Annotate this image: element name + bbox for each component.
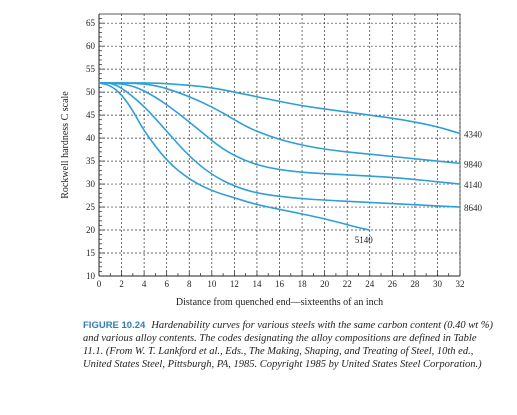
y-tick-label: 65 [86,18,96,28]
series-label-4140: 4140 [464,180,483,190]
y-tick-label: 30 [86,179,96,189]
x-tick-label: 26 [388,279,398,289]
figure-caption: FIGURE 10.24 Hardenability curves for var… [83,319,498,371]
x-tick-label: 12 [230,279,239,289]
y-tick-label: 35 [86,156,96,166]
series-lines [98,82,461,231]
series-line-5140 [98,82,370,231]
series-labels: 4340 9840 4140 8640 5140 [355,130,483,246]
y-tick-label: 60 [86,41,96,51]
y-tick-label: 25 [86,202,96,212]
x-tick-label: 10 [207,279,217,289]
x-tick-label: 16 [275,279,285,289]
x-tick-label: 4 [142,279,147,289]
x-tick-label: 20 [320,279,330,289]
x-tick-label: 8 [187,279,192,289]
x-tick-label: 18 [298,279,308,289]
x-axis-title: Distance from quenched end—sixteenths of… [176,297,383,308]
x-tick-label: 6 [164,279,169,289]
series-label-8640: 8640 [464,203,483,213]
figure-caption-text: Hardenability curves for various steels … [83,320,493,370]
y-tick-label: 15 [86,248,96,258]
axes [98,13,461,277]
x-tick-label: 30 [433,279,443,289]
series-label-5140: 5140 [355,235,374,245]
y-tick-label: 20 [86,225,96,235]
figure-caption-label: FIGURE 10.24 [83,320,146,331]
x-tick-label: 2 [119,279,124,289]
series-line-9840 [98,82,461,165]
x-tick-label: 0 [97,279,102,289]
x-tick-label: 24 [365,279,375,289]
series-label-4340: 4340 [464,130,483,140]
y-tick-label: 50 [86,87,96,97]
y-tick-label: 45 [86,110,96,120]
y-axis-title: Rockwell hardness C scale [60,91,71,199]
grid-lines [98,14,461,277]
tick-labels: 0 2 4 6 8 10 12 14 16 18 20 22 24 26 28 30 3210152025303… [86,18,465,289]
series-label-9840: 9840 [464,159,483,169]
y-tick-label: 40 [86,133,96,143]
series-line-8640 [98,82,461,208]
x-tick-label: 32 [456,279,465,289]
x-tick-label: 28 [410,279,420,289]
x-tick-label: 22 [343,279,352,289]
series-line-4140 [98,82,461,185]
plot-area [99,14,460,276]
y-tick-label: 55 [86,64,96,74]
x-tick-label: 14 [252,279,262,289]
hardenability-chart: 0 2 4 6 8 10 12 14 16 18 20 22 24 26 28 30 3210152025303… [60,13,483,308]
y-tick-label: 10 [86,271,96,281]
